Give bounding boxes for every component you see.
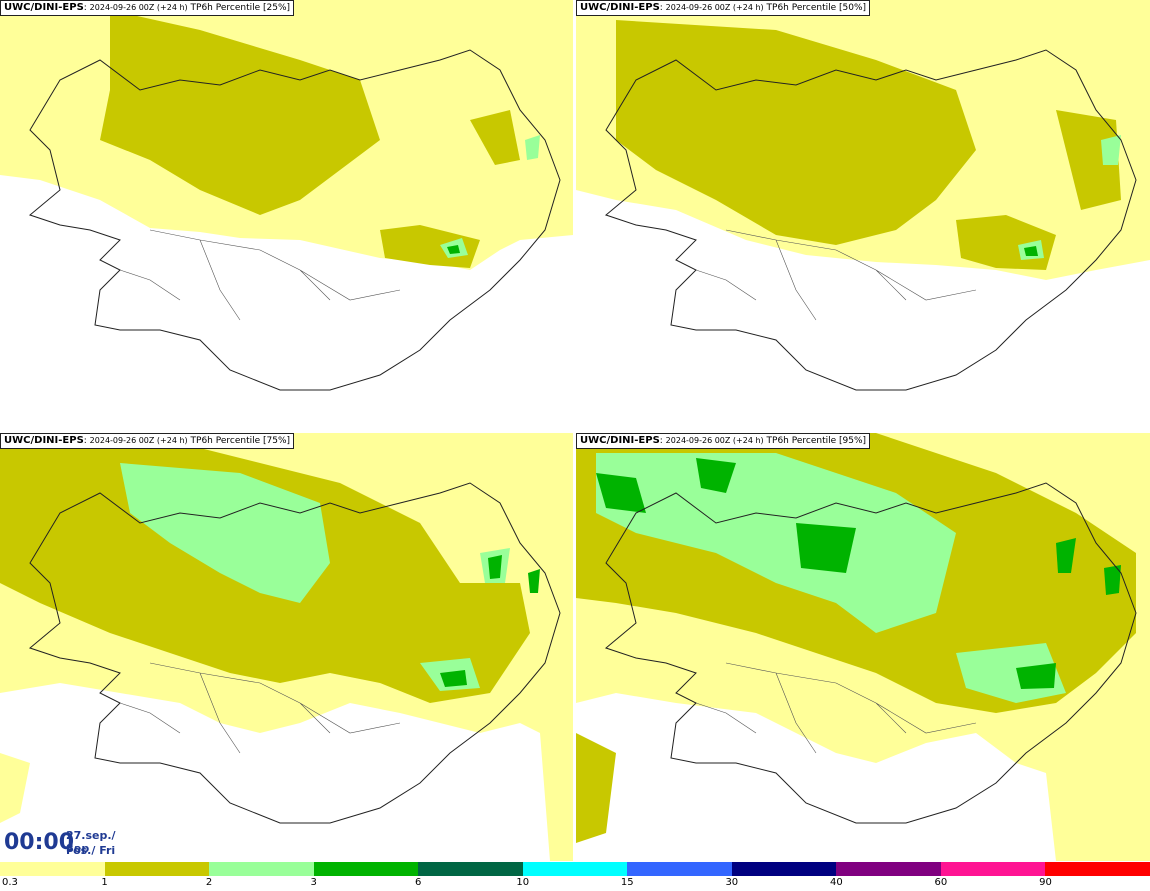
panel-run: 2024-09-26 00Z (+24 h) (89, 436, 188, 445)
iceland-outline (28, 482, 561, 824)
precip-area-1mm (1056, 110, 1121, 210)
precip-area-3mm (596, 473, 646, 513)
legend-label: 30 (725, 877, 739, 888)
map-panel-p95: UWC/DINI-EPS: 2024-09-26 00Z (+24 h) TP6… (576, 433, 1150, 861)
precip-map (0, 0, 573, 391)
legend-label: 40 (829, 877, 843, 888)
legend-label: 3 (310, 877, 317, 888)
iceland-outline (604, 482, 1137, 824)
legend-swatch (418, 862, 523, 876)
valid-date-line1: 27.sep./ Sep (66, 829, 116, 855)
map-panel-p25: UWC/DINI-EPS: 2024-09-26 00Z (+24 h) TP6… (0, 0, 573, 430)
valid-time-clock: 00:00 (4, 830, 75, 855)
precip-area-3mm (796, 523, 856, 573)
precip-area-1mm (380, 225, 480, 268)
iceland-outline (28, 49, 561, 391)
legend-swatch (0, 862, 105, 876)
legend-label: 1 (101, 877, 108, 888)
panel-title: UWC/DINI-EPS: 2024-09-26 00Z (+24 h) TP6… (576, 433, 871, 449)
precip-map (576, 0, 1150, 391)
panel-title: UWC/DINI-EPS: 2024-09-26 00Z (+24 h) TP6… (0, 433, 295, 449)
precip-map (576, 433, 1150, 861)
panel-field: TP6h Percentile [25%] (190, 3, 291, 13)
precip-area-1mm (576, 733, 616, 843)
legend-label: 10 (516, 877, 530, 888)
precip-area-2mm (525, 135, 540, 160)
precip-area-3mm (488, 555, 502, 579)
valid-date-line2: Fös./ Fri (66, 844, 116, 857)
precip-area-3mm (1056, 538, 1076, 573)
precip-area-3mm (1104, 565, 1121, 595)
precip-area-0.3mm (0, 753, 30, 823)
precip-area-3mm (696, 458, 736, 493)
legend-label: 0.3 (2, 877, 18, 888)
precip-area-3mm (440, 670, 467, 687)
panel-field: TP6h Percentile [95%] (766, 436, 867, 446)
panel-model: UWC/DINI-EPS (4, 2, 84, 13)
road-lines (695, 229, 977, 321)
legend-swatch (731, 862, 837, 876)
valid-time-box: 00:00 27.sep./ Sep Fös./ Fri (0, 826, 135, 862)
map-panel-p50: UWC/DINI-EPS: 2024-09-26 00Z (+24 h) TP6… (576, 0, 1150, 430)
color-legend-bar (0, 862, 1150, 876)
legend-swatch (1045, 862, 1150, 876)
precip-area-2mm (1101, 135, 1121, 165)
panel-field: TP6h Percentile [50%] (766, 3, 867, 13)
panel-run: 2024-09-26 00Z (+24 h) (665, 436, 764, 445)
precip-area-1mm (470, 110, 520, 165)
panel-field: TP6h Percentile [75%] (190, 436, 291, 446)
precip-area-3mm (528, 569, 540, 593)
panel-run: 2024-09-26 00Z (+24 h) (665, 3, 764, 12)
panel-title: UWC/DINI-EPS: 2024-09-26 00Z (+24 h) TP6… (0, 0, 295, 16)
legend-swatch (836, 862, 941, 876)
legend-swatch (209, 862, 314, 876)
precip-area-3mm (1016, 663, 1056, 689)
precip-area-3mm (447, 245, 460, 254)
road-lines (695, 662, 977, 754)
precip-area-1mm (100, 10, 380, 215)
legend-swatch (104, 862, 210, 876)
iceland-outline (604, 49, 1137, 391)
legend-label: 2 (205, 877, 213, 888)
panel-model: UWC/DINI-EPS (580, 435, 660, 446)
legend-label: 6 (414, 877, 422, 888)
legend-label: 60 (934, 877, 948, 888)
precip-area-2mm (120, 463, 330, 603)
panel-model: UWC/DINI-EPS (4, 435, 84, 446)
precip-area-2mm (596, 453, 956, 633)
panel-run: 2024-09-26 00Z (+24 h) (89, 3, 188, 12)
precip-area-3mm (1024, 246, 1038, 256)
precip-map (0, 433, 573, 861)
color-legend-labels: 0.3 1 2 3 6 10 15 30 40 60 90 (0, 876, 1150, 891)
road-lines (119, 229, 401, 321)
legend-swatch (522, 862, 628, 876)
legend-swatch (940, 862, 1046, 876)
road-lines (119, 662, 401, 754)
legend-label: 15 (620, 877, 634, 888)
legend-label: 90 (1039, 877, 1052, 888)
panel-model: UWC/DINI-EPS (580, 2, 660, 13)
panel-title: UWC/DINI-EPS: 2024-09-26 00Z (+24 h) TP6… (576, 0, 871, 16)
legend-swatch (313, 862, 419, 876)
map-panel-p75: UWC/DINI-EPS: 2024-09-26 00Z (+24 h) TP6… (0, 433, 573, 861)
legend-swatch (627, 862, 732, 876)
